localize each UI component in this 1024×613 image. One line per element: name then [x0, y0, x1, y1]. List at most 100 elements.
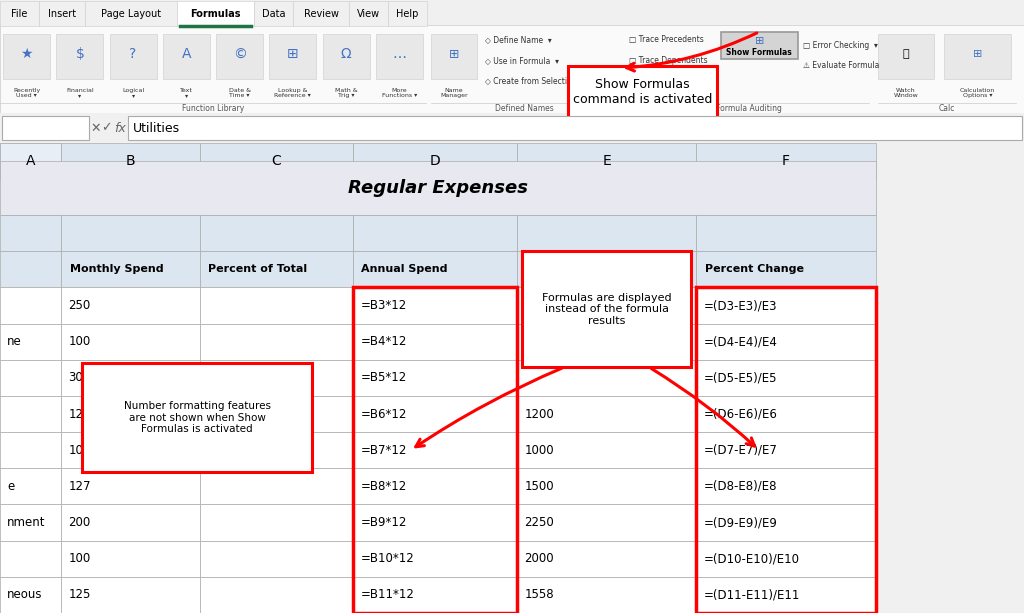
Bar [696, 287, 876, 613]
FancyArrowPatch shape [651, 368, 755, 446]
Text: 2000: 2000 [524, 552, 554, 565]
Text: Math &
Trig ▾: Math & Trig ▾ [335, 88, 357, 99]
Text: ◇ Use in Formula  ▾: ◇ Use in Formula ▾ [485, 56, 559, 64]
FancyArrowPatch shape [416, 368, 562, 447]
Text: ✓: ✓ [101, 121, 112, 135]
Text: ✕: ✕ [90, 121, 100, 135]
Text: nment: nment [7, 516, 46, 529]
Bar [517, 143, 696, 179]
Text: 250: 250 [69, 299, 91, 312]
Bar [517, 360, 696, 396]
Text: Regular Expenses: Regular Expenses [348, 179, 527, 197]
Bar [2, 116, 89, 140]
Text: A: A [181, 47, 191, 61]
Bar [353, 468, 517, 504]
Text: Calc: Calc [939, 104, 954, 113]
Bar [353, 143, 517, 179]
Bar [200, 504, 353, 541]
Text: Watch
Window: Watch Window [893, 88, 919, 99]
Bar [200, 143, 353, 179]
Bar [0, 360, 61, 396]
Bar [61, 396, 200, 432]
Text: B: B [126, 154, 135, 168]
Bar [944, 34, 1011, 79]
Bar [517, 541, 696, 577]
Text: neous: neous [7, 588, 43, 601]
Bar [353, 396, 517, 432]
Text: =(D10-E10)/E10: =(D10-E10)/E10 [703, 552, 800, 565]
Text: Text
▾: Text ▾ [180, 88, 193, 99]
Text: ◇ Define Name  ▾: ◇ Define Name ▾ [485, 35, 552, 44]
Bar [353, 324, 517, 360]
Bar [353, 287, 517, 324]
Text: 1200: 1200 [524, 408, 554, 421]
Text: Percent of Total: Percent of Total [208, 264, 307, 275]
Text: 127: 127 [69, 480, 91, 493]
Bar [353, 504, 517, 541]
Text: □ Error Checking  ▾: □ Error Checking ▾ [803, 41, 878, 50]
Text: 100: 100 [69, 335, 91, 348]
Text: 👁: 👁 [902, 50, 909, 59]
Text: ⚠ Evaluate Formula: ⚠ Evaluate Formula [803, 61, 880, 70]
Bar [200, 360, 353, 396]
Bar [353, 541, 517, 577]
Text: 125: 125 [69, 588, 91, 601]
Bar [353, 287, 517, 613]
Text: =(D7-E7)/E7: =(D7-E7)/E7 [703, 444, 777, 457]
Bar [522, 251, 691, 367]
Text: Logical
▾: Logical ▾ [122, 88, 144, 99]
Text: …: … [392, 47, 407, 61]
Bar [517, 251, 696, 287]
Bar [61, 577, 200, 613]
Bar [353, 251, 517, 287]
Bar [85, 1, 177, 26]
Text: =(D3-E3)/E3: =(D3-E3)/E3 [703, 299, 777, 312]
Bar [200, 541, 353, 577]
Text: =B6*12: =B6*12 [360, 408, 407, 421]
Text: Formula Auditing: Formula Auditing [716, 104, 782, 113]
Text: Percent Change: Percent Change [705, 264, 804, 275]
Text: □ Trace Precedents: □ Trace Precedents [629, 35, 703, 44]
Bar [517, 324, 696, 360]
Text: File: File [11, 9, 28, 18]
Bar [61, 287, 200, 324]
Bar [517, 504, 696, 541]
Bar [517, 396, 696, 432]
Text: 300: 300 [69, 371, 91, 384]
Text: =B3*12: =B3*12 [360, 299, 407, 312]
Text: ⊞: ⊞ [755, 36, 764, 46]
Text: Defined Names: Defined Names [496, 104, 554, 113]
Text: E: E [602, 154, 611, 168]
Bar [200, 396, 353, 432]
Bar [0, 577, 61, 613]
Bar [0, 143, 61, 179]
Text: □ Trace Dependents: □ Trace Dependents [629, 56, 708, 64]
Bar [353, 215, 517, 251]
Text: More
Functions ▾: More Functions ▾ [382, 88, 417, 99]
Text: ?: ? [129, 47, 137, 61]
Bar [200, 577, 353, 613]
Bar [0, 1, 39, 26]
Bar [696, 541, 876, 577]
Bar [269, 34, 316, 79]
Bar [0, 143, 61, 179]
Bar [216, 34, 263, 79]
Text: =B7*12: =B7*12 [360, 444, 407, 457]
Text: =B5*12: =B5*12 [360, 371, 407, 384]
Bar [61, 541, 200, 577]
Bar [517, 577, 696, 613]
Text: Lookup &
Reference ▾: Lookup & Reference ▾ [274, 88, 311, 99]
Bar [0, 432, 61, 468]
Bar [568, 66, 717, 119]
Text: 1500: 1500 [524, 480, 554, 493]
Text: =(D6-E6)/E6: =(D6-E6)/E6 [703, 408, 777, 421]
Text: e: e [7, 480, 14, 493]
Text: =(D11-E11)/E11: =(D11-E11)/E11 [703, 588, 800, 601]
FancyArrowPatch shape [627, 33, 757, 71]
Bar [696, 577, 876, 613]
Text: Page Layout: Page Layout [101, 9, 161, 18]
Bar [696, 396, 876, 432]
Bar [200, 215, 353, 251]
Bar [293, 1, 349, 26]
Text: =(D9-E9)/E9: =(D9-E9)/E9 [703, 516, 777, 529]
